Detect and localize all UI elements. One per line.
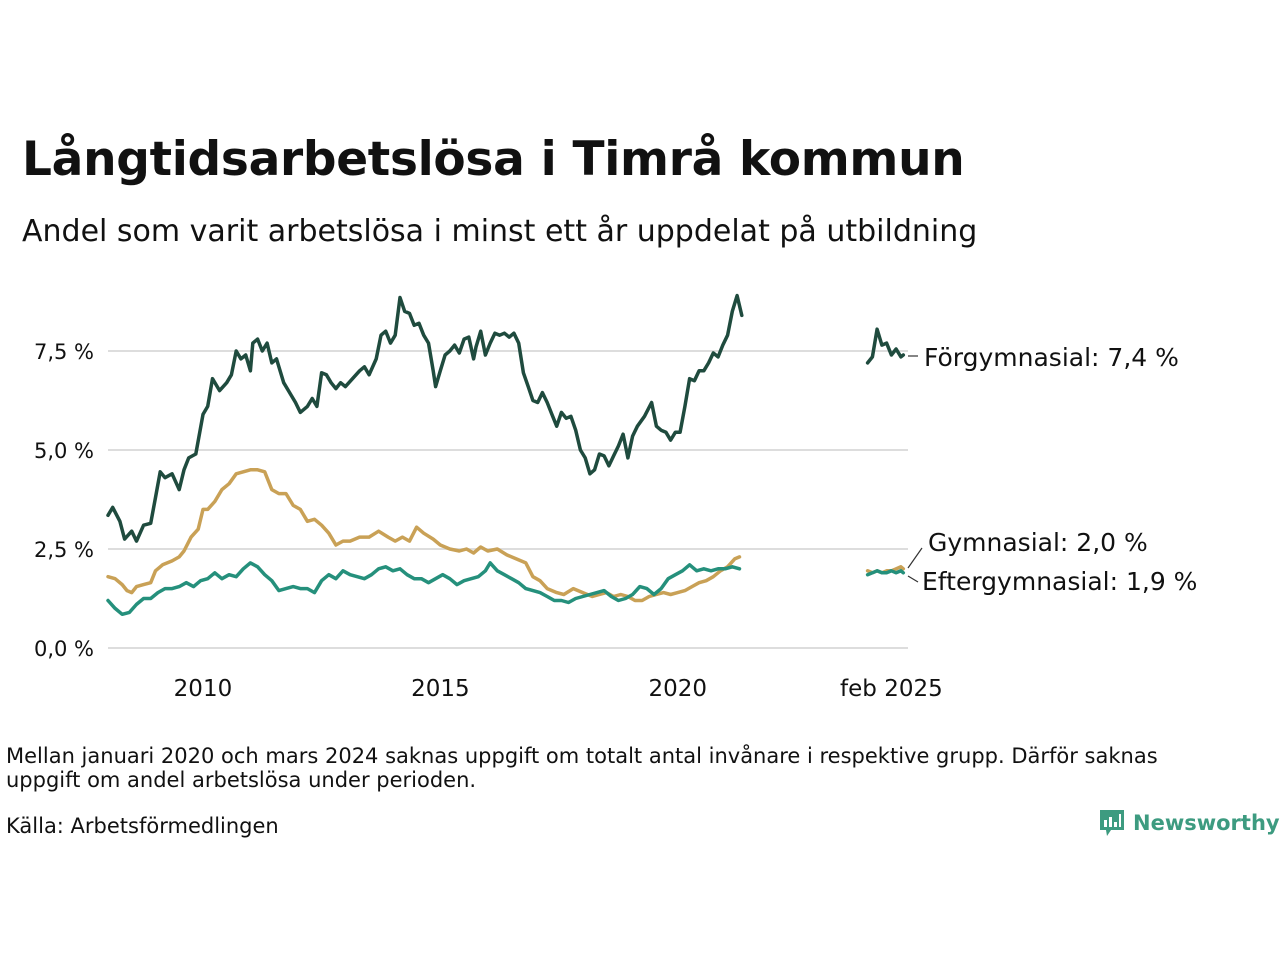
x-tick-label: feb 2025 [840,676,943,702]
chart-title: Långtidsarbetslösa i Timrå kommun [22,132,965,187]
y-tick-label: 0,0 % [34,637,94,661]
series-line-förgymnasial [106,293,744,543]
series-line-eftergymnasial [865,569,906,577]
x-tick-label: 2010 [174,676,233,702]
series-end-label-gymnasial: Gymnasial: 2,0 % [928,528,1148,557]
series-line-gymnasial [106,468,742,603]
bar-chart-logo-icon [1100,810,1124,836]
newsworthy-logo[interactable]: Newsworthy [1098,808,1280,838]
series-end-labels: Förgymnasial: 7,4 % Gymnasial: 2,0 % Efter… [907,343,1197,596]
x-axis: 2010 2015 2020 feb 2025 [174,676,943,702]
series-line-förgymnasial [865,327,906,365]
x-tick-label: 2015 [411,676,470,702]
y-tick-label: 2,5 % [34,538,94,562]
y-tick-label: 7,5 % [34,340,94,364]
label-leader-line [907,575,919,583]
series-end-label-eftergymnasial: Eftergymnasial: 1,9 % [922,567,1197,596]
series-line-eftergymnasial [106,561,742,617]
label-leader-line [907,547,923,569]
line-chart: 0,0 % 2,5 % 5,0 % 7,5 % 2010 2015 2020 feb 202… [34,293,1197,702]
brand-name: Newsworthy [1133,811,1280,835]
series-lines [106,293,906,617]
y-tick-label: 5,0 % [34,439,94,463]
y-axis: 0,0 % 2,5 % 5,0 % 7,5 % [34,340,94,661]
chart-subtitle: Andel som varit arbetslösa i minst ett å… [22,214,978,249]
x-tick-label: 2020 [648,676,707,702]
series-end-label-förgymnasial: Förgymnasial: 7,4 % [924,343,1179,372]
chart-source: Källa: Arbetsförmedlingen [6,814,279,838]
gridlines [108,350,908,649]
chart-note: Mellan januari 2020 och mars 2024 saknas… [6,744,1158,792]
